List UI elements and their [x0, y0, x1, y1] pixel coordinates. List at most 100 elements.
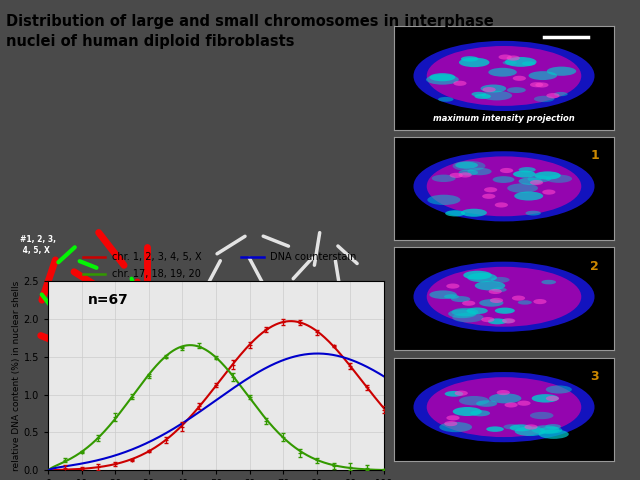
Ellipse shape — [427, 46, 581, 106]
Ellipse shape — [518, 178, 543, 185]
Ellipse shape — [452, 407, 482, 416]
Ellipse shape — [534, 96, 554, 102]
Ellipse shape — [427, 156, 581, 216]
Ellipse shape — [462, 300, 476, 306]
Ellipse shape — [492, 288, 507, 292]
Text: chr. 1, 2, 3, 4, 5, X: chr. 1, 2, 3, 4, 5, X — [111, 252, 201, 263]
Ellipse shape — [524, 424, 538, 430]
Ellipse shape — [488, 68, 517, 77]
Ellipse shape — [452, 312, 484, 323]
Ellipse shape — [518, 167, 536, 172]
Ellipse shape — [497, 390, 510, 395]
Ellipse shape — [445, 210, 465, 216]
Ellipse shape — [488, 318, 507, 324]
Ellipse shape — [513, 76, 526, 81]
Ellipse shape — [546, 385, 572, 394]
Text: maximum intensity projection: maximum intensity projection — [433, 114, 575, 123]
Ellipse shape — [459, 58, 490, 67]
Ellipse shape — [530, 180, 543, 185]
Ellipse shape — [472, 92, 486, 96]
Ellipse shape — [522, 61, 536, 66]
Ellipse shape — [499, 319, 515, 324]
Ellipse shape — [426, 74, 459, 84]
Ellipse shape — [488, 289, 502, 294]
Ellipse shape — [467, 273, 497, 282]
Ellipse shape — [428, 195, 460, 205]
Ellipse shape — [455, 162, 478, 169]
Ellipse shape — [491, 277, 509, 283]
Ellipse shape — [525, 211, 541, 216]
Text: # 17, 18,
  19, 20: # 17, 18, 19, 20 — [106, 396, 145, 416]
Ellipse shape — [532, 394, 559, 403]
Ellipse shape — [481, 84, 506, 93]
Ellipse shape — [444, 294, 459, 299]
Y-axis label: relative DNA content (%) in nuclear shells: relative DNA content (%) in nuclear shel… — [12, 280, 20, 471]
Ellipse shape — [461, 56, 478, 61]
Ellipse shape — [540, 427, 563, 433]
Text: n=67: n=67 — [88, 292, 129, 307]
Ellipse shape — [514, 192, 543, 201]
Ellipse shape — [518, 300, 532, 305]
Text: 3: 3 — [590, 370, 599, 383]
Text: #1, 2, 3,
 4, 5, X: #1, 2, 3, 4, 5, X — [20, 235, 56, 255]
Ellipse shape — [502, 60, 517, 65]
Ellipse shape — [444, 421, 458, 426]
Ellipse shape — [467, 308, 488, 314]
Ellipse shape — [502, 318, 515, 324]
Ellipse shape — [486, 426, 504, 432]
Ellipse shape — [427, 267, 581, 327]
Ellipse shape — [449, 173, 463, 178]
Ellipse shape — [413, 372, 595, 442]
Ellipse shape — [445, 391, 463, 397]
Ellipse shape — [470, 410, 490, 416]
Ellipse shape — [495, 308, 515, 314]
Ellipse shape — [546, 175, 572, 183]
Ellipse shape — [500, 168, 513, 173]
Ellipse shape — [427, 377, 581, 437]
Ellipse shape — [512, 296, 525, 300]
Ellipse shape — [483, 87, 496, 92]
Ellipse shape — [452, 161, 486, 171]
Ellipse shape — [507, 87, 526, 93]
Ellipse shape — [446, 415, 460, 420]
Ellipse shape — [448, 309, 477, 318]
Ellipse shape — [482, 194, 495, 199]
Ellipse shape — [504, 402, 518, 408]
Ellipse shape — [513, 170, 536, 178]
Ellipse shape — [438, 97, 454, 102]
Ellipse shape — [413, 41, 595, 111]
Ellipse shape — [481, 317, 495, 322]
Text: chr. 17, 18, 19, 20: chr. 17, 18, 19, 20 — [111, 269, 200, 278]
Ellipse shape — [451, 296, 470, 302]
Ellipse shape — [467, 168, 492, 175]
Ellipse shape — [533, 299, 547, 304]
Ellipse shape — [527, 175, 551, 182]
Ellipse shape — [439, 422, 472, 432]
Ellipse shape — [429, 290, 457, 299]
Ellipse shape — [541, 280, 556, 284]
Ellipse shape — [479, 299, 504, 307]
Ellipse shape — [504, 424, 520, 430]
Ellipse shape — [475, 281, 505, 290]
Ellipse shape — [481, 91, 512, 100]
Ellipse shape — [546, 396, 559, 401]
Ellipse shape — [495, 203, 508, 207]
Ellipse shape — [505, 57, 536, 67]
Ellipse shape — [554, 92, 568, 96]
Ellipse shape — [476, 400, 497, 407]
Ellipse shape — [463, 271, 492, 280]
Text: DNA counterstain: DNA counterstain — [270, 252, 356, 263]
Ellipse shape — [429, 73, 456, 81]
Ellipse shape — [413, 262, 595, 332]
Text: 2: 2 — [590, 260, 599, 273]
Ellipse shape — [547, 93, 559, 98]
Ellipse shape — [529, 71, 557, 80]
Ellipse shape — [515, 426, 545, 436]
Ellipse shape — [474, 94, 491, 99]
Text: Distribution of large and small chromosomes in interphase
nuclei of human diploi: Distribution of large and small chromoso… — [6, 14, 494, 48]
Ellipse shape — [461, 209, 487, 217]
Ellipse shape — [451, 308, 479, 316]
Ellipse shape — [535, 83, 548, 87]
Ellipse shape — [446, 284, 460, 288]
Ellipse shape — [453, 81, 467, 86]
